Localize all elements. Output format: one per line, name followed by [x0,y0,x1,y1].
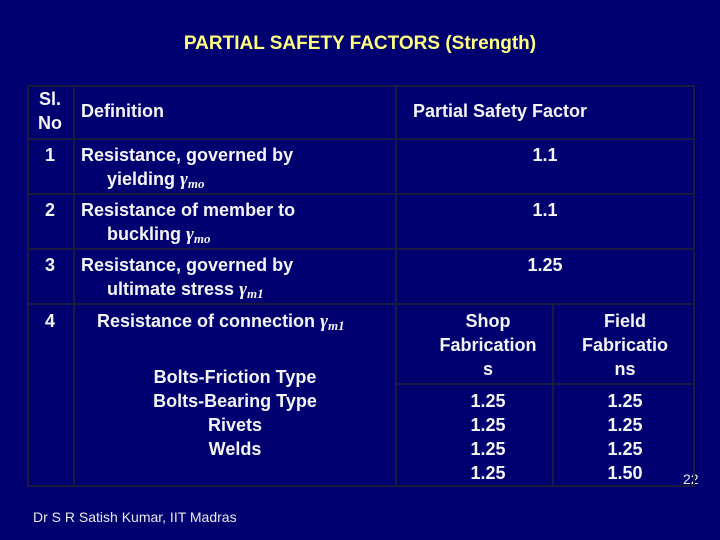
sl-no-text: 4 [44,311,56,331]
sl-no: 1 [45,144,55,166]
definition-text: Resistance of member to [81,200,296,220]
fabrication-header-text: s [482,359,494,379]
fabrication-factor-text: 1.25 [470,439,506,459]
header-sl-no: Sl. [39,88,61,110]
connection-type-text: Bolts-Bearing Type [153,391,317,411]
connection-type-text: Bolts-Friction Type [153,367,317,387]
factor-text: 1.1 [532,200,558,220]
fabrication-factor: 1.25 [607,414,642,436]
fabrication-header-text: Fabrication [439,335,537,355]
gamma-subscript: mo [187,176,205,191]
factor-text: 1.1 [532,145,558,165]
definition: Resistance, governed by [81,254,293,276]
connection-type: Bolts-Friction Type [154,366,317,388]
row-border [395,383,695,385]
fabrication-factor: 1.25 [607,438,642,460]
connection-type-text: Rivets [207,415,263,435]
row-border [27,138,695,140]
fabrication-factor-text: 1.25 [470,463,506,483]
gamma-symbol: γ [239,279,247,300]
fabrication-header: Field [604,310,646,332]
table-border [693,85,695,487]
fabrication-factor: 1.50 [607,462,642,484]
definition-text: ultimate stress [107,279,235,299]
fabrication-factor-text: 1.25 [470,415,506,435]
sl-no: 4 [45,310,55,332]
fabrication-factor: 1.25 [470,414,505,436]
footer-author: Dr S R Satish Kumar, IIT Madras [33,509,237,525]
definition-text: buckling [107,224,182,244]
gamma-subscript: m1 [246,286,264,301]
row-border [27,248,695,250]
fabrication-header-text: ns [614,359,636,379]
header-sl-no-text: No [38,113,62,133]
header-definition: Definition [81,100,164,122]
definition: Resistance of connection γ m1 [97,310,345,333]
definition: Resistance, governed by [81,144,293,166]
sl-no-text: 1 [44,145,56,165]
definition-text: Resistance, governed by [81,145,294,165]
definition: ultimate stress γ m1 [107,278,264,301]
fabrication-header: Fabricatio [582,334,668,356]
fabrication-header: Shop [466,310,511,332]
fabrication-header-text: Fabricatio [581,335,669,355]
definition: buckling γ mo [107,223,211,246]
header-sl-no-text: Sl. [38,89,62,109]
fabrication-header-text: Shop [465,311,511,331]
fabrication-header-text: Field [603,311,647,331]
sl-no: 3 [45,254,55,276]
fabrication-factor-text: 1.25 [607,391,643,411]
col-border [73,85,75,487]
col-border [552,303,554,487]
fabrication-factor-text: 1.50 [607,463,643,483]
header-definition-text: Definition [81,101,164,121]
table-border [27,485,695,487]
gamma-subscript: m1 [327,318,345,333]
fabrication-factor-text: 1.25 [470,391,506,411]
fabrication-factor-text: 1.25 [607,415,643,435]
definition-text: Resistance, governed by [81,255,294,275]
fabrication-header: s [483,358,493,380]
sl-no-text: 2 [44,200,56,220]
fabrication-factor-text: 1.25 [607,439,643,459]
table-border [27,85,695,87]
connection-type: Bolts-Bearing Type [153,390,317,412]
gamma-subscript: mo [193,231,211,246]
connection-type: Welds [209,438,262,460]
factor: 1.25 [527,254,562,276]
fabrication-factor: 1.25 [607,390,642,412]
factor-text: 1.25 [527,255,563,275]
definition: Resistance of member to [81,199,295,221]
gamma-symbol: γ [180,169,188,190]
col-border [395,85,397,487]
definition-text: Resistance of connection [97,311,316,331]
row-border [27,303,695,305]
header-factor: Partial Safety Factor [413,100,587,122]
sl-no-text: 3 [44,255,56,275]
connection-type: Rivets [208,414,262,436]
col-border [27,85,29,487]
connection-type-text: Welds [208,439,262,459]
fabrication-factor: 1.25 [470,438,505,460]
definition: yielding γ mo [107,168,205,191]
factor: 1.1 [532,144,557,166]
slide-title: PARTIAL SAFETY FACTORS (Strength) [183,33,537,54]
row-border [27,193,695,195]
sl-no: 2 [45,199,55,221]
gamma-symbol: γ [320,311,328,332]
header-sl-no: No [38,112,62,134]
gamma-symbol: γ [186,224,194,245]
fabrication-factor: 1.25 [470,390,505,412]
fabrication-header: ns [614,358,635,380]
definition-text: yielding [107,169,176,189]
fabrication-header: Fabrication [439,334,536,356]
header-factor-text: Partial Safety Factor [412,101,588,121]
factor: 1.1 [532,199,557,221]
fabrication-factor: 1.25 [470,462,505,484]
